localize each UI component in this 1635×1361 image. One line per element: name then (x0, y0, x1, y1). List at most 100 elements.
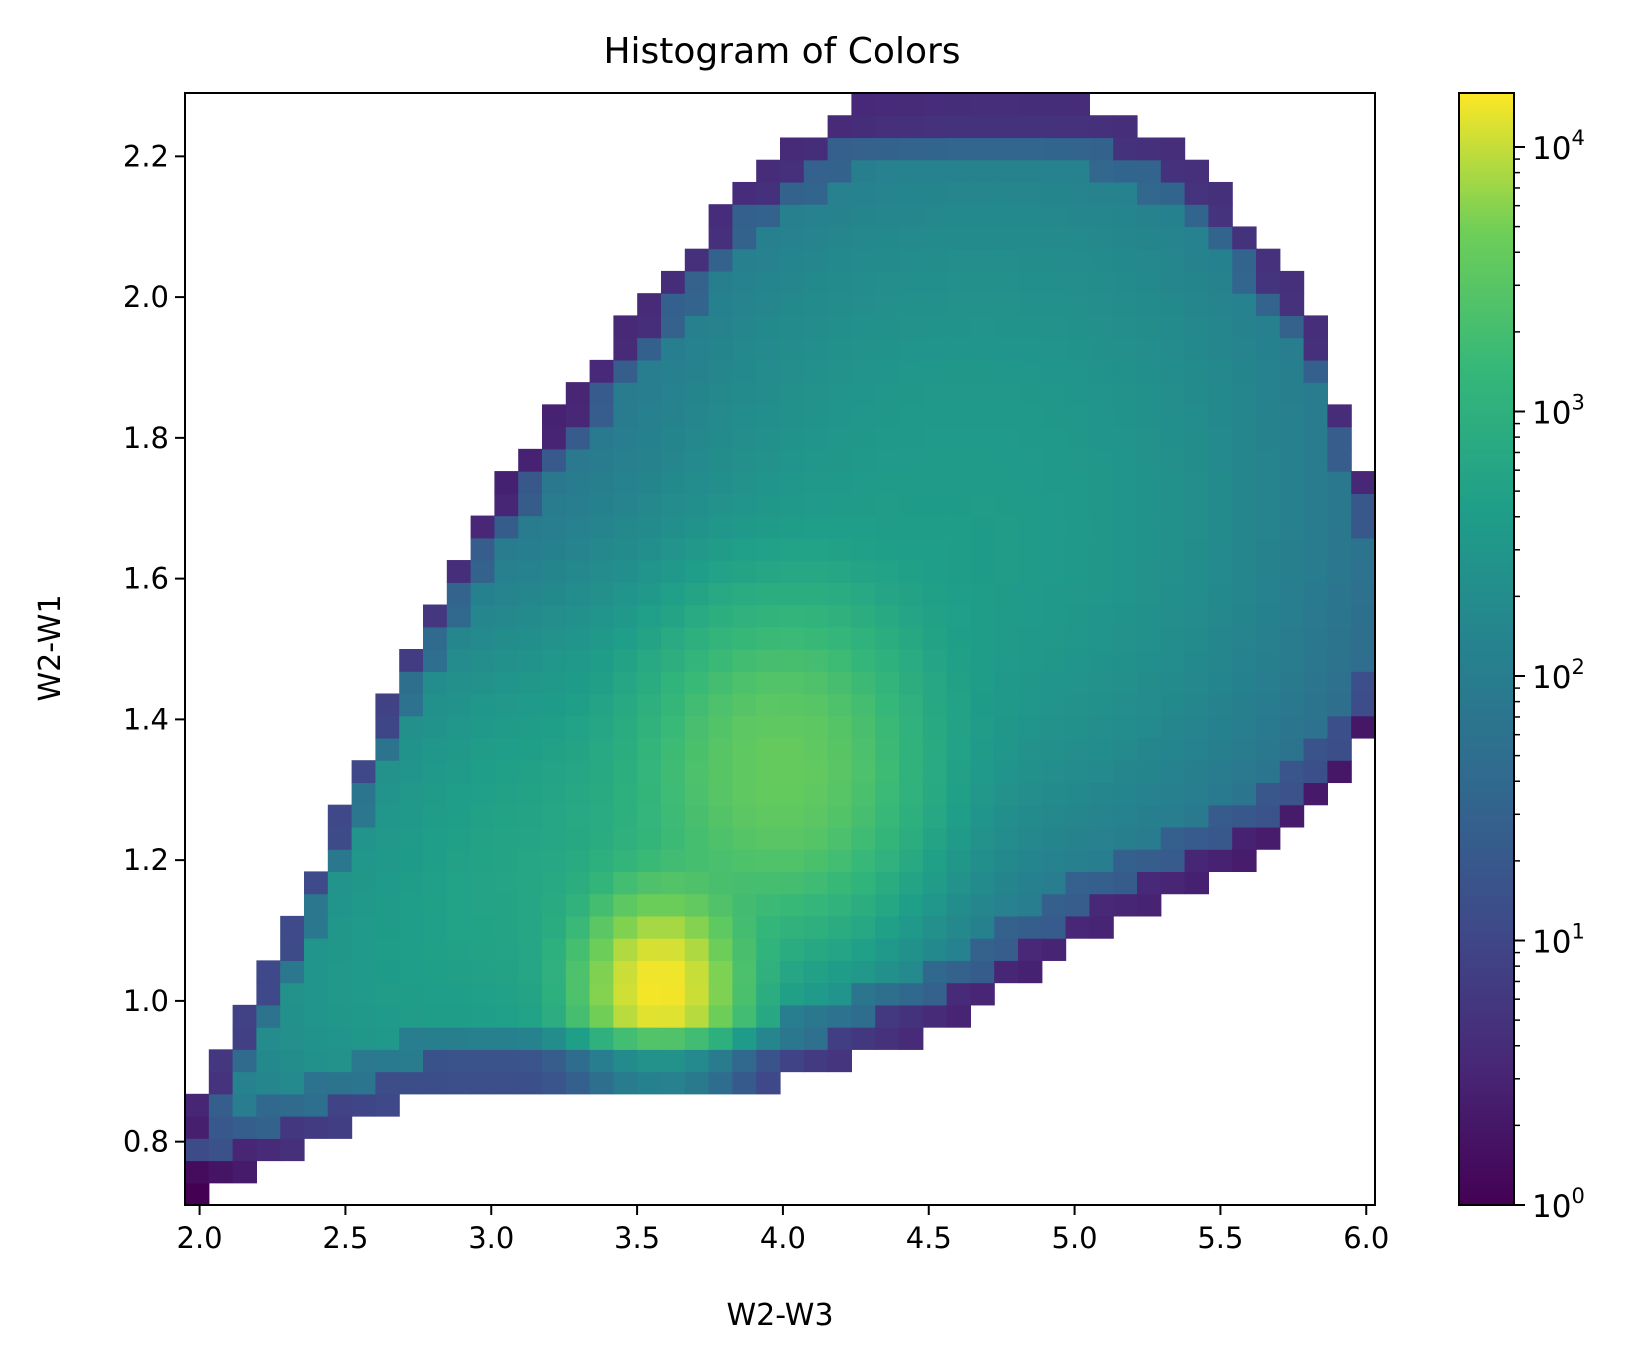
heatmap-cell (542, 938, 567, 961)
heatmap-cell (922, 560, 948, 583)
heatmap-cell (1160, 626, 1186, 650)
heatmap-cell (375, 737, 400, 761)
heatmap-cell (1113, 760, 1138, 784)
heatmap-cell (922, 938, 948, 961)
heatmap-cell (851, 960, 876, 984)
heatmap-cell (899, 871, 924, 895)
heatmap-cell (708, 871, 733, 895)
heatmap-cell (1232, 649, 1257, 672)
heatmap-cell (875, 248, 900, 272)
heatmap-cell (1113, 560, 1138, 583)
heatmap-cell (756, 515, 781, 539)
heatmap-cell (518, 960, 543, 984)
y-tick-label: 1.8 (123, 421, 169, 455)
x-tick-label: 3.5 (614, 1221, 660, 1255)
heatmap-cell (708, 737, 733, 761)
heatmap-cell (518, 715, 543, 739)
heatmap-cell (1041, 293, 1067, 316)
heatmap-cell (637, 560, 662, 583)
heatmap-cell (1137, 404, 1162, 428)
heatmap-cell (780, 604, 805, 628)
heatmap-cell (280, 915, 305, 939)
heatmap-cell (494, 782, 519, 806)
heatmap-cell (708, 1049, 733, 1073)
heatmap-cell (851, 893, 876, 917)
heatmap-cell (803, 693, 829, 717)
heatmap-cell (1351, 671, 1375, 695)
heatmap-cell (1018, 626, 1043, 650)
heatmap-cell (351, 871, 376, 895)
heatmap-cell (780, 715, 805, 739)
heatmap-cell (446, 915, 472, 939)
heatmap-cell (946, 382, 971, 405)
heatmap-cell (708, 649, 733, 672)
heatmap-cell (1065, 849, 1090, 872)
heatmap-cell (1184, 493, 1209, 517)
heatmap-cell (875, 537, 900, 561)
heatmap-cell (1137, 649, 1162, 672)
heatmap-cell (351, 760, 376, 784)
heatmap-cell (1065, 515, 1090, 539)
heatmap-cell (1160, 693, 1186, 717)
heatmap-cell (946, 159, 971, 183)
heatmap-cell (613, 626, 638, 650)
heatmap-cell (827, 604, 852, 628)
heatmap-cell (423, 849, 448, 872)
heatmap-cell (542, 715, 567, 739)
heatmap-cell (1041, 826, 1067, 850)
heatmap-cell (542, 804, 567, 828)
heatmap-cell (1160, 181, 1186, 205)
heatmap-cell (494, 582, 519, 606)
heatmap-cell (851, 649, 876, 672)
heatmap-cell (1065, 93, 1090, 116)
heatmap-cell (708, 604, 733, 628)
heatmap-cell (589, 626, 614, 650)
heatmap-cell (1041, 404, 1067, 428)
heatmap-cell (280, 1138, 305, 1162)
heatmap-cell (1089, 137, 1114, 161)
heatmap-cell (494, 649, 519, 672)
heatmap-cell (1232, 715, 1257, 739)
heatmap-cell (399, 871, 424, 895)
heatmap-cell (946, 626, 971, 650)
heatmap-cell (684, 693, 710, 717)
heatmap-cell (946, 915, 971, 939)
heatmap-cell (732, 871, 757, 895)
heatmap-cell (1113, 671, 1138, 695)
heatmap-cell (946, 715, 971, 739)
heatmap-cell (1041, 582, 1067, 606)
heatmap-cell (946, 181, 971, 205)
heatmap-cell (1018, 893, 1043, 917)
heatmap-cell (970, 849, 995, 872)
heatmap-cell (708, 1004, 733, 1028)
heatmap-cell (1113, 315, 1138, 339)
heatmap-cell (613, 426, 638, 450)
heatmap-cell (661, 315, 686, 339)
heatmap-cell (1113, 849, 1138, 872)
heatmap-cell (803, 270, 829, 294)
heatmap-cell (1184, 871, 1209, 895)
heatmap-cell (375, 715, 400, 739)
heatmap-cell (946, 204, 971, 228)
heatmap-cell (780, 915, 805, 939)
heatmap-cell (708, 826, 733, 850)
heatmap-cell (232, 1049, 257, 1073)
heatmap-cell (875, 604, 900, 628)
heatmap-cell (327, 1071, 353, 1095)
heatmap-cell (423, 982, 448, 1006)
heatmap-cell (851, 915, 876, 939)
heatmap-cell (922, 248, 948, 272)
heatmap-cell (613, 448, 638, 472)
heatmap-cell (970, 248, 995, 272)
heatmap-cell (946, 804, 971, 828)
heatmap-cell (946, 826, 971, 850)
heatmap-cell (1351, 582, 1375, 606)
heatmap-cell (708, 804, 733, 828)
heatmap-cell (1113, 582, 1138, 606)
heatmap-cell (470, 715, 495, 739)
heatmap-cell (803, 181, 829, 205)
heatmap-cell (946, 938, 971, 961)
heatmap-cell (1137, 715, 1162, 739)
heatmap-cell (1113, 693, 1138, 717)
